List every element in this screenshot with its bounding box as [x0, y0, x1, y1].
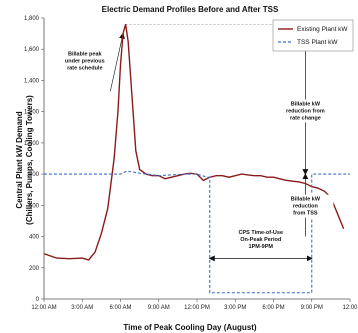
y-axis-title-line-1: Central Plant kW Demand — [15, 111, 24, 208]
y-axis-title-line-2: (Chillers, Pumps, Cooling Towers) — [25, 95, 34, 225]
y-tick-label: 200 — [29, 266, 40, 272]
chart-title: Electric Demand Profiles Before and Afte… — [102, 5, 279, 14]
annotation-tss-reduction-bg — [277, 194, 334, 218]
legend-label-existing: Existing Plant kW — [297, 26, 348, 33]
y-tick-label: 600 — [29, 203, 40, 209]
annotation-tss-reduction-line: Billable kW — [291, 197, 321, 203]
y-tick-label: 400 — [29, 235, 40, 241]
y-axis-ticks: 0 200 400 600 800 1,000 1,200 1,400 1,600 1,800 — [24, 16, 44, 303]
x-tick-label: 12:00 PM — [184, 305, 210, 311]
x-tick-label: 12:00 — [342, 305, 358, 311]
y-tick-label: 800 — [29, 172, 40, 178]
y-tick-label: 0 — [36, 297, 40, 303]
y-tick-label: 1,200 — [24, 110, 40, 116]
series-line-tss — [44, 170, 350, 294]
annotation-rate-change-line: rate change — [290, 115, 321, 121]
y-axis-title: Central Plant kW Demand (Chillers, Pumps… — [15, 95, 34, 225]
x-tick-label: 12:00 AM — [31, 305, 56, 311]
x-axis-title: Time of Peak Cooling Day (August) — [123, 323, 257, 332]
legend: Existing Plant kW TSS Plant kW — [272, 19, 354, 52]
x-tick-label: 6:00 AM — [109, 305, 131, 311]
x-tick-label: 3:00 PM — [224, 305, 246, 311]
x-axis-ticks: 12:00 AM 3:00 AM 6:00 AM 9:00 AM 12:00 PM 3:0… — [31, 299, 358, 311]
y-tick-label: 1,600 — [24, 47, 40, 53]
x-tick-label: 6:00 PM — [262, 305, 284, 311]
series-layer — [43, 24, 350, 294]
billable-peak-pointer — [110, 32, 125, 92]
x-tick-label: 9:00 PM — [301, 305, 323, 311]
annotation-cps-period-line: On-Peak Period — [240, 237, 281, 243]
legend-box — [272, 19, 354, 52]
legend-label-tss: TSS Plant kW — [297, 39, 338, 46]
annotation-tss-reduction-line: reduction — [293, 204, 319, 210]
annotation-tss-reduction-line: from TSS — [293, 211, 318, 217]
annotation-cps-period-bg — [232, 228, 289, 252]
annotation-billable-peak-line: Billable peak — [68, 51, 103, 57]
x-tick-label: 9:00 AM — [148, 305, 170, 311]
annotation-rate-change-bg — [277, 99, 334, 123]
x-tick-label: 3:00 AM — [71, 305, 93, 311]
series-line-existing — [43, 24, 345, 261]
annotation-billable-peak-line: rate schedule — [67, 65, 102, 71]
y-tick-label: 1,400 — [24, 78, 40, 84]
y-tick-label: 1,800 — [24, 16, 40, 22]
annotation-billable-peak-line: under previous — [65, 58, 105, 64]
reference-lines — [110, 23, 320, 262]
annotation-rate-change-line: Billable kW — [291, 101, 321, 107]
y-tick-label: 1,000 — [24, 141, 40, 147]
annotation-cps-period-line: 1PM-9PM — [249, 244, 274, 250]
annotation-cps-period-line: CPS Time-of-Use — [238, 230, 283, 236]
annotation-rate-change-line: reduction from — [286, 108, 325, 114]
annotation-billable-peak-bg — [56, 49, 113, 73]
